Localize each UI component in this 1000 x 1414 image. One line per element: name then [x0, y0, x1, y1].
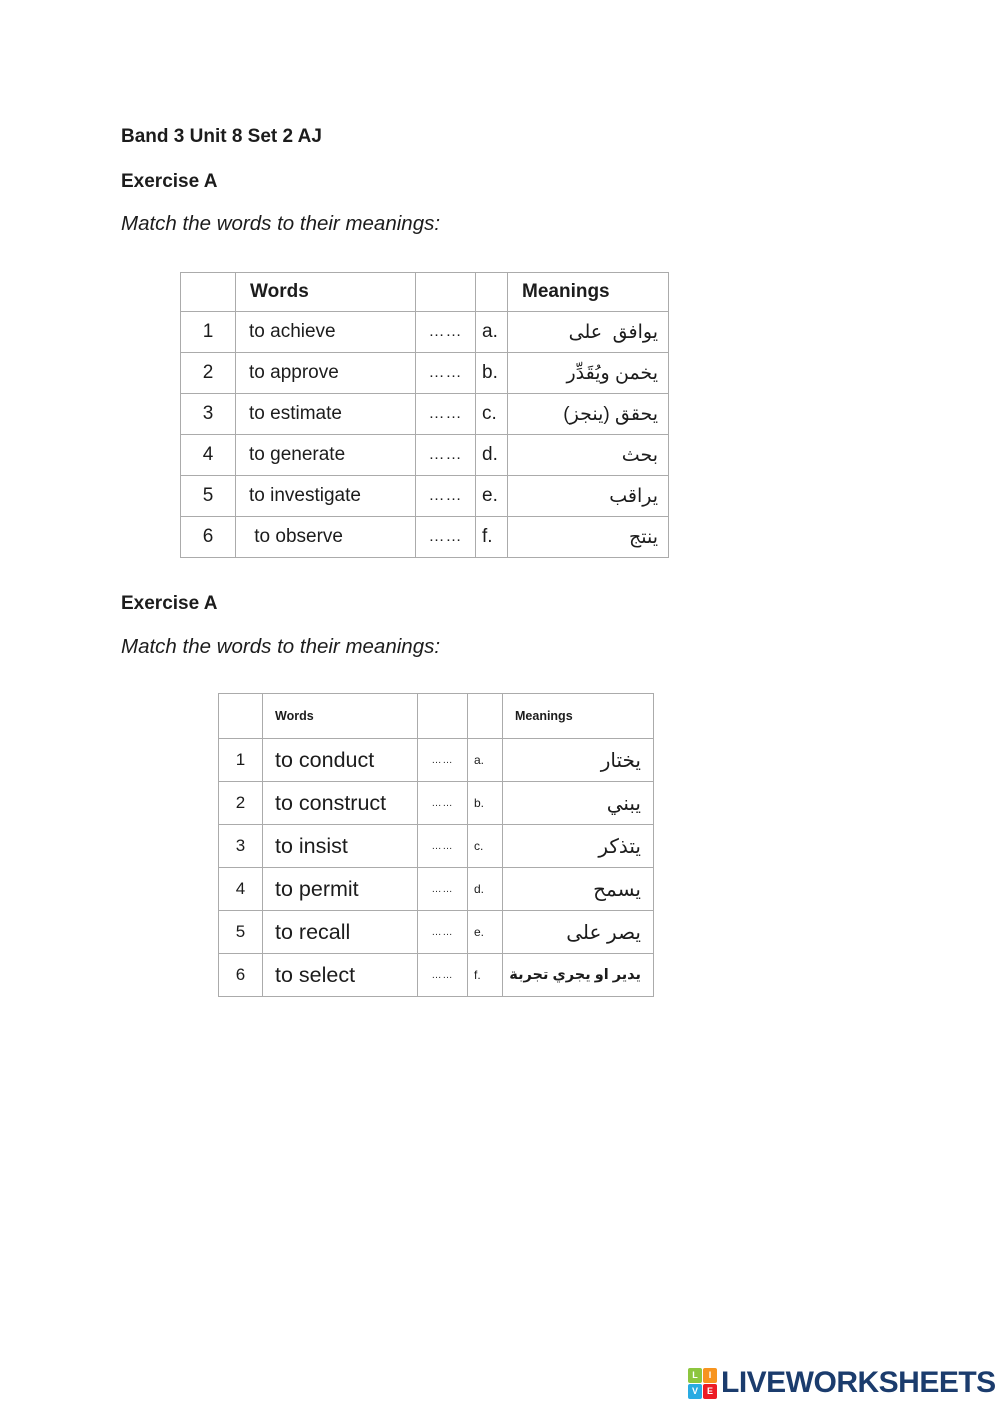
row-number: 1	[180, 311, 236, 353]
word-cell: to approve	[235, 352, 416, 394]
letter-cell: c.	[475, 393, 508, 435]
word-cell: to estimate	[235, 393, 416, 435]
meaning-cell: يخمن ويُقَدِّر	[507, 352, 669, 394]
meaning-cell: بحث	[507, 434, 669, 476]
logo-square-l: L	[688, 1367, 702, 1383]
row-number: 3	[180, 393, 236, 435]
meaning-cell: يراقب	[507, 475, 669, 517]
empty-header-cell	[218, 693, 263, 739]
row-number: 6	[180, 516, 236, 558]
letter-cell: e.	[467, 910, 503, 954]
match-row: 6 to select …… f. يدير او يجري تجربة	[218, 953, 654, 997]
table-header-row: Words Meanings	[218, 693, 654, 739]
word-cell: to insist	[262, 824, 418, 868]
row-number: 5	[180, 475, 236, 517]
word-cell: to investigate	[235, 475, 416, 517]
match-row: 1 to achieve …… a. يوافق على	[180, 311, 669, 353]
match-row: 1 to conduct …… a. يختار	[218, 738, 654, 782]
row-number: 4	[180, 434, 236, 476]
letter-cell: b.	[475, 352, 508, 394]
instruction-1: Match the words to their meanings:	[121, 212, 441, 235]
words-header: Words	[235, 272, 416, 312]
word-cell: to select	[262, 953, 418, 997]
row-number: 3	[218, 824, 263, 868]
logo-square-v: V	[688, 1383, 702, 1399]
meaning-cell: يدير او يجري تجربة	[502, 953, 654, 997]
matching-table-1: Words Meanings 1 to achieve …… a. يوافق …	[180, 272, 669, 558]
answer-dots-cell[interactable]: ……	[417, 953, 468, 997]
word-cell: to permit	[262, 867, 418, 911]
letter-cell: c.	[467, 824, 503, 868]
meaning-cell: يصر على	[502, 910, 654, 954]
answer-dots-cell[interactable]: ……	[417, 824, 468, 868]
table-header-row: Words Meanings	[180, 272, 669, 312]
logo-square-e: E	[703, 1383, 717, 1399]
row-number: 4	[218, 867, 263, 911]
meaning-cell: يحقق (ينجز)	[507, 393, 669, 435]
exercise-heading-1: Exercise A	[121, 171, 218, 192]
letter-cell: e.	[475, 475, 508, 517]
meaning-cell: يوافق على	[507, 311, 669, 353]
liveworksheets-logo-icon: L I V E	[688, 1367, 717, 1399]
word-cell: to conduct	[262, 738, 418, 782]
answer-dots-cell[interactable]: ……	[415, 311, 476, 353]
letter-cell: a.	[475, 311, 508, 353]
meaning-cell: يسمح	[502, 867, 654, 911]
match-row: 3 to estimate …… c. يحقق (ينجز)	[180, 393, 669, 435]
match-row: 5 to recall …… e. يصر على	[218, 910, 654, 954]
meaning-cell: يختار	[502, 738, 654, 782]
meaning-cell: يبني	[502, 781, 654, 825]
answer-dots-cell[interactable]: ……	[417, 738, 468, 782]
meaning-cell: يتذكر	[502, 824, 654, 868]
letter-cell: b.	[467, 781, 503, 825]
letter-cell: d.	[475, 434, 508, 476]
meanings-header: Meanings	[507, 272, 669, 312]
letter-cell: d.	[467, 867, 503, 911]
answer-dots-cell[interactable]: ……	[415, 352, 476, 394]
match-row: 2 to construct …… b. يبني	[218, 781, 654, 825]
meanings-header: Meanings	[502, 693, 654, 739]
match-row: 4 to permit …… d. يسمح	[218, 867, 654, 911]
match-row: 5 to investigate …… e. يراقب	[180, 475, 669, 517]
word-cell: to generate	[235, 434, 416, 476]
row-number: 5	[218, 910, 263, 954]
letter-cell: f.	[467, 953, 503, 997]
empty-header-cell	[180, 272, 236, 312]
words-header: Words	[262, 693, 418, 739]
liveworksheets-brand: L I V E LIVEWORKSHEETS	[688, 1367, 996, 1399]
empty-header-cell	[475, 272, 508, 312]
answer-dots-cell[interactable]: ……	[417, 781, 468, 825]
row-number: 1	[218, 738, 263, 782]
match-row: 3 to insist …… c. يتذكر	[218, 824, 654, 868]
instruction-2: Match the words to their meanings:	[121, 635, 441, 658]
answer-dots-cell[interactable]: ……	[415, 434, 476, 476]
row-number: 2	[180, 352, 236, 394]
match-row: 4 to generate …… d. بحث	[180, 434, 669, 476]
word-cell: to observe	[235, 516, 416, 558]
exercise-heading-2: Exercise A	[121, 593, 218, 614]
letter-cell: a.	[467, 738, 503, 782]
answer-dots-cell[interactable]: ……	[415, 475, 476, 517]
answer-dots-cell[interactable]: ……	[417, 910, 468, 954]
page-title: Band 3 Unit 8 Set 2 AJ	[121, 126, 322, 147]
empty-header-cell	[417, 693, 468, 739]
row-number: 6	[218, 953, 263, 997]
word-cell: to recall	[262, 910, 418, 954]
logo-square-i: I	[703, 1367, 717, 1383]
answer-dots-cell[interactable]: ……	[415, 393, 476, 435]
answer-dots-cell[interactable]: ……	[415, 516, 476, 558]
empty-header-cell	[415, 272, 476, 312]
brand-wordmark: LIVEWORKSHEETS	[721, 1366, 996, 1399]
word-cell: to achieve	[235, 311, 416, 353]
empty-header-cell	[467, 693, 503, 739]
match-row: 6 to observe …… f. ينتج	[180, 516, 669, 558]
row-number: 2	[218, 781, 263, 825]
matching-table-2: Words Meanings 1 to conduct …… a. يختار …	[218, 693, 654, 997]
match-row: 2 to approve …… b. يخمن ويُقَدِّر	[180, 352, 669, 394]
word-cell: to construct	[262, 781, 418, 825]
meaning-cell: ينتج	[507, 516, 669, 558]
letter-cell: f.	[475, 516, 508, 558]
answer-dots-cell[interactable]: ……	[417, 867, 468, 911]
